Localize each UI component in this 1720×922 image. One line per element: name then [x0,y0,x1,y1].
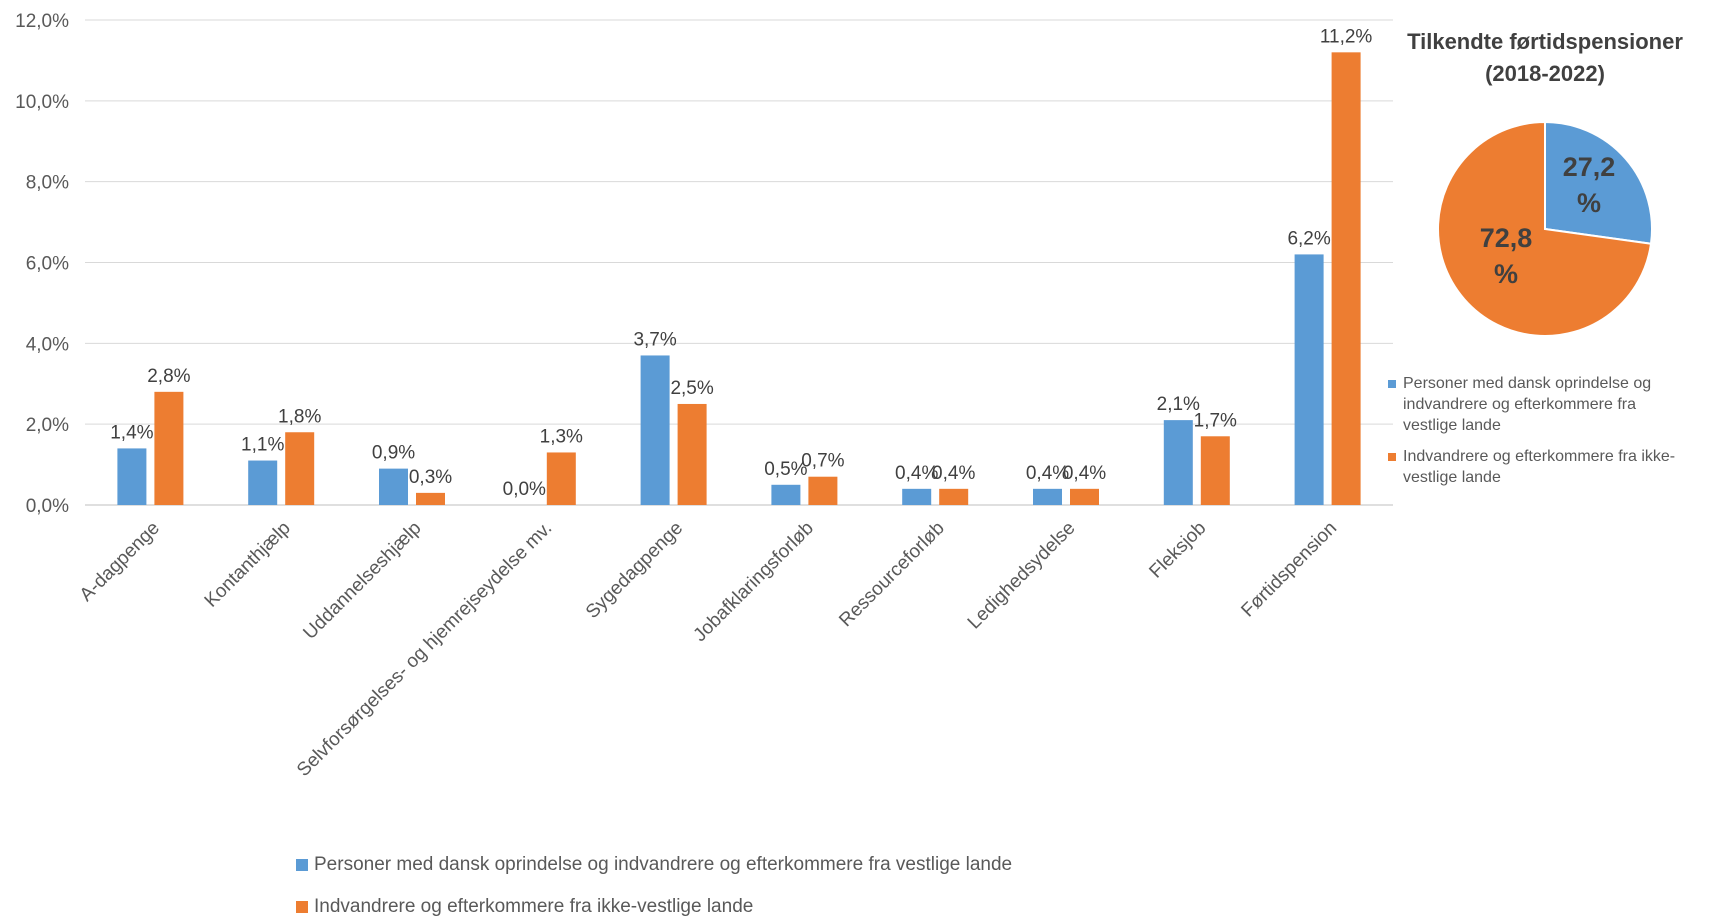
bar-blue [1033,488,1062,505]
bar-blue [1294,254,1324,505]
pie-slice-label: 72,8 [1480,223,1533,253]
category-label: Jobafklaringsforløb [690,518,818,646]
pie-slice [1544,120,1653,245]
legend-label: Personer med dansk oprindelse og indvand… [314,854,1013,875]
bar-orange [1070,488,1099,505]
category-label: Førtidspension [1237,518,1341,622]
data-labels: 1,4% 2,8% 1,1% 1,8% 0,9% 0,3% 0,0% 1,3% 3,7% 2,5%… [110,26,1372,500]
legend-swatch-blue [296,859,308,871]
pie-slice-label: % [1577,188,1601,218]
pie-legend-swatch-orange [1388,453,1396,461]
bar-orange [808,476,838,505]
data-label: 0,4% [1063,463,1106,484]
category-label: Kontanthjælp [201,518,295,612]
legend-item-series-1: Personer med dansk oprindelse og indvand… [296,850,1012,880]
data-label: 2,1% [1157,394,1200,415]
data-label: 1,8% [278,406,321,427]
data-label: 0,5% [764,459,807,480]
bar-orange [939,488,969,505]
pie-legend-label: Indvandrere og efterkommere fra ikke- ve… [1403,448,1676,486]
gridlines [85,19,1393,506]
bar-orange [677,403,707,505]
category-label: Fleksjob [1145,518,1210,583]
bar-orange [416,492,445,505]
category-label: Selvforsørgelses- og hjemrejseydelse mv. [293,518,556,781]
bar-blue [117,448,147,505]
y-tick-label: 4,0% [26,334,69,355]
bar-orange [1200,436,1230,505]
data-label: 0,7% [801,451,844,472]
y-tick-label: 10,0% [15,92,69,113]
data-label: 1,7% [1194,410,1237,431]
pie-legend-swatch-blue [1388,380,1396,388]
bar-blue [902,488,932,505]
bar-orange [1331,52,1361,505]
data-label: 0,9% [372,443,415,464]
data-label: 0,4% [1026,463,1069,484]
data-label: 0,4% [895,463,938,484]
data-label: 1,4% [110,422,153,443]
bar-blue [640,355,670,505]
y-tick-label: 12,0% [15,11,69,32]
pie-slice-label: % [1494,259,1518,289]
data-label: 1,1% [241,435,284,456]
legend-label: Indvandrere og efterkommere fra ikke-ves… [314,896,754,917]
y-tick-label: 0,0% [26,496,69,517]
pie-legend-label: Personer med dansk oprindelse og indvand… [1403,375,1652,434]
data-label: 6,2% [1287,228,1330,249]
pie-legend-item-1: Personer med dansk oprindelse og indvand… [1388,373,1688,436]
data-label: 0,4% [932,463,975,484]
data-label: 0,3% [409,467,452,488]
y-tick-label: 8,0% [26,173,69,194]
data-label: 1,3% [540,426,583,447]
bar-orange [154,391,184,505]
y-axis-ticks: 0,0% 2,0% 4,0% 6,0% 8,0% 10,0% 12,0% [15,11,69,517]
bar-blue [379,468,408,505]
data-label: 0,0% [503,479,546,500]
pie-slice-label: 27,2 [1563,152,1616,182]
category-label: A-dagpenge [76,518,164,606]
category-label: Sygedagpenge [582,518,687,623]
bar-series [117,52,1361,505]
bar-blue [1163,420,1193,505]
pie-legend: Personer med dansk oprindelse og indvand… [1388,373,1688,496]
category-label: Ressourceforløb [835,518,948,631]
bar-legend: Personer med dansk oprindelse og indvand… [296,850,1012,922]
y-tick-label: 2,0% [26,415,69,436]
bar-blue [248,460,278,505]
pie-slice [1437,120,1653,337]
pie-title: Tilkendte førtidspensioner [1407,29,1683,54]
legend-item-series-2: Indvandrere og efterkommere fra ikke-ves… [296,892,1012,922]
pie-chart: Tilkendte førtidspensioner (2018-2022) 27,… [1407,29,1683,337]
pie-title: (2018-2022) [1485,61,1605,86]
data-label: 2,5% [670,378,713,399]
pie-legend-item-2: Indvandrere og efterkommere fra ikke- ve… [1388,446,1688,488]
bar-orange [285,432,315,505]
category-labels: A-dagpenge Kontanthjælp UddannelseshjælpSe… [76,518,1341,781]
data-label: 3,7% [633,329,676,350]
bar-blue [771,484,801,505]
legend-swatch-orange [296,901,308,913]
category-label: Ledighedsydelse [964,518,1080,634]
category-label: Uddannelseshjælp [299,518,425,644]
data-label: 2,8% [147,366,190,387]
bar-orange [546,452,576,505]
y-tick-label: 6,0% [26,254,69,275]
data-label: 11,2% [1320,26,1373,47]
